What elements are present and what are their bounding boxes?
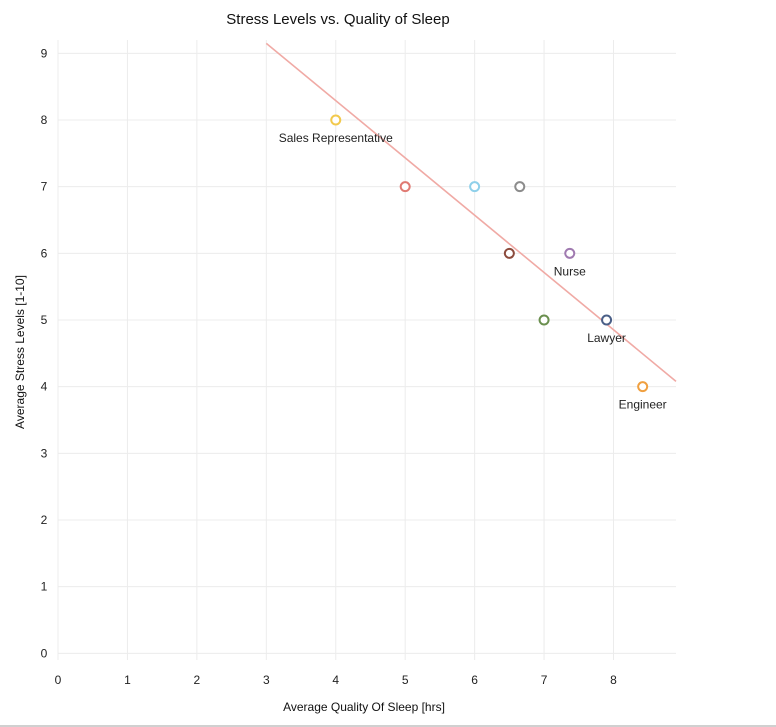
y-tick-label: 8: [41, 113, 48, 127]
x-tick-label: 4: [332, 673, 339, 687]
y-tick-label: 4: [41, 380, 48, 394]
data-point[interactable]: [469, 181, 481, 193]
y-axis-ticks: 0 1 2 3 4 5 6 7 8 9: [41, 46, 48, 660]
chart-title: Stress Levels vs. Quality of Sleep: [226, 11, 449, 28]
data-point[interactable]: [601, 314, 613, 326]
y-tick-label: 5: [41, 313, 48, 327]
y-tick-label: 6: [41, 246, 48, 260]
y-tick-label: 3: [41, 446, 48, 460]
data-point[interactable]: [330, 114, 342, 126]
bottom-border: [0, 725, 776, 727]
x-tick-label: 0: [55, 673, 62, 687]
y-tick-label: 9: [41, 46, 48, 60]
y-tick-label: 0: [41, 646, 48, 660]
data-point[interactable]: [503, 247, 515, 259]
points-layer: [330, 114, 649, 393]
data-point[interactable]: [514, 181, 526, 193]
x-tick-label: 5: [402, 673, 409, 687]
x-axis-ticks: 0 1 2 3 4 5 6 7 8: [55, 673, 618, 687]
x-tick-label: 7: [541, 673, 548, 687]
x-tick-label: 8: [610, 673, 617, 687]
data-point[interactable]: [637, 381, 649, 393]
y-tick-label: 2: [41, 513, 48, 527]
x-tick-label: 3: [263, 673, 270, 687]
point-labels-layer: Sales Representative Nurse Lawyer Engineer: [279, 131, 667, 412]
y-axis-label: Average Stress Levels [1-10]: [13, 275, 27, 429]
data-point[interactable]: [399, 181, 411, 193]
y-tick-label: 1: [41, 580, 48, 594]
point-label: Lawyer: [587, 331, 626, 345]
x-tick-label: 2: [194, 673, 201, 687]
data-point[interactable]: [564, 247, 576, 259]
x-axis-label: Average Quality Of Sleep [hrs]: [283, 700, 445, 714]
point-label: Nurse: [554, 264, 586, 278]
y-tick-label: 7: [41, 180, 48, 194]
x-tick-label: 1: [124, 673, 131, 687]
x-tick-label: 6: [471, 673, 478, 687]
grid: [57, 40, 676, 660]
point-label: Sales Representative: [279, 131, 393, 145]
point-label: Engineer: [619, 398, 667, 412]
data-point[interactable]: [538, 314, 550, 326]
